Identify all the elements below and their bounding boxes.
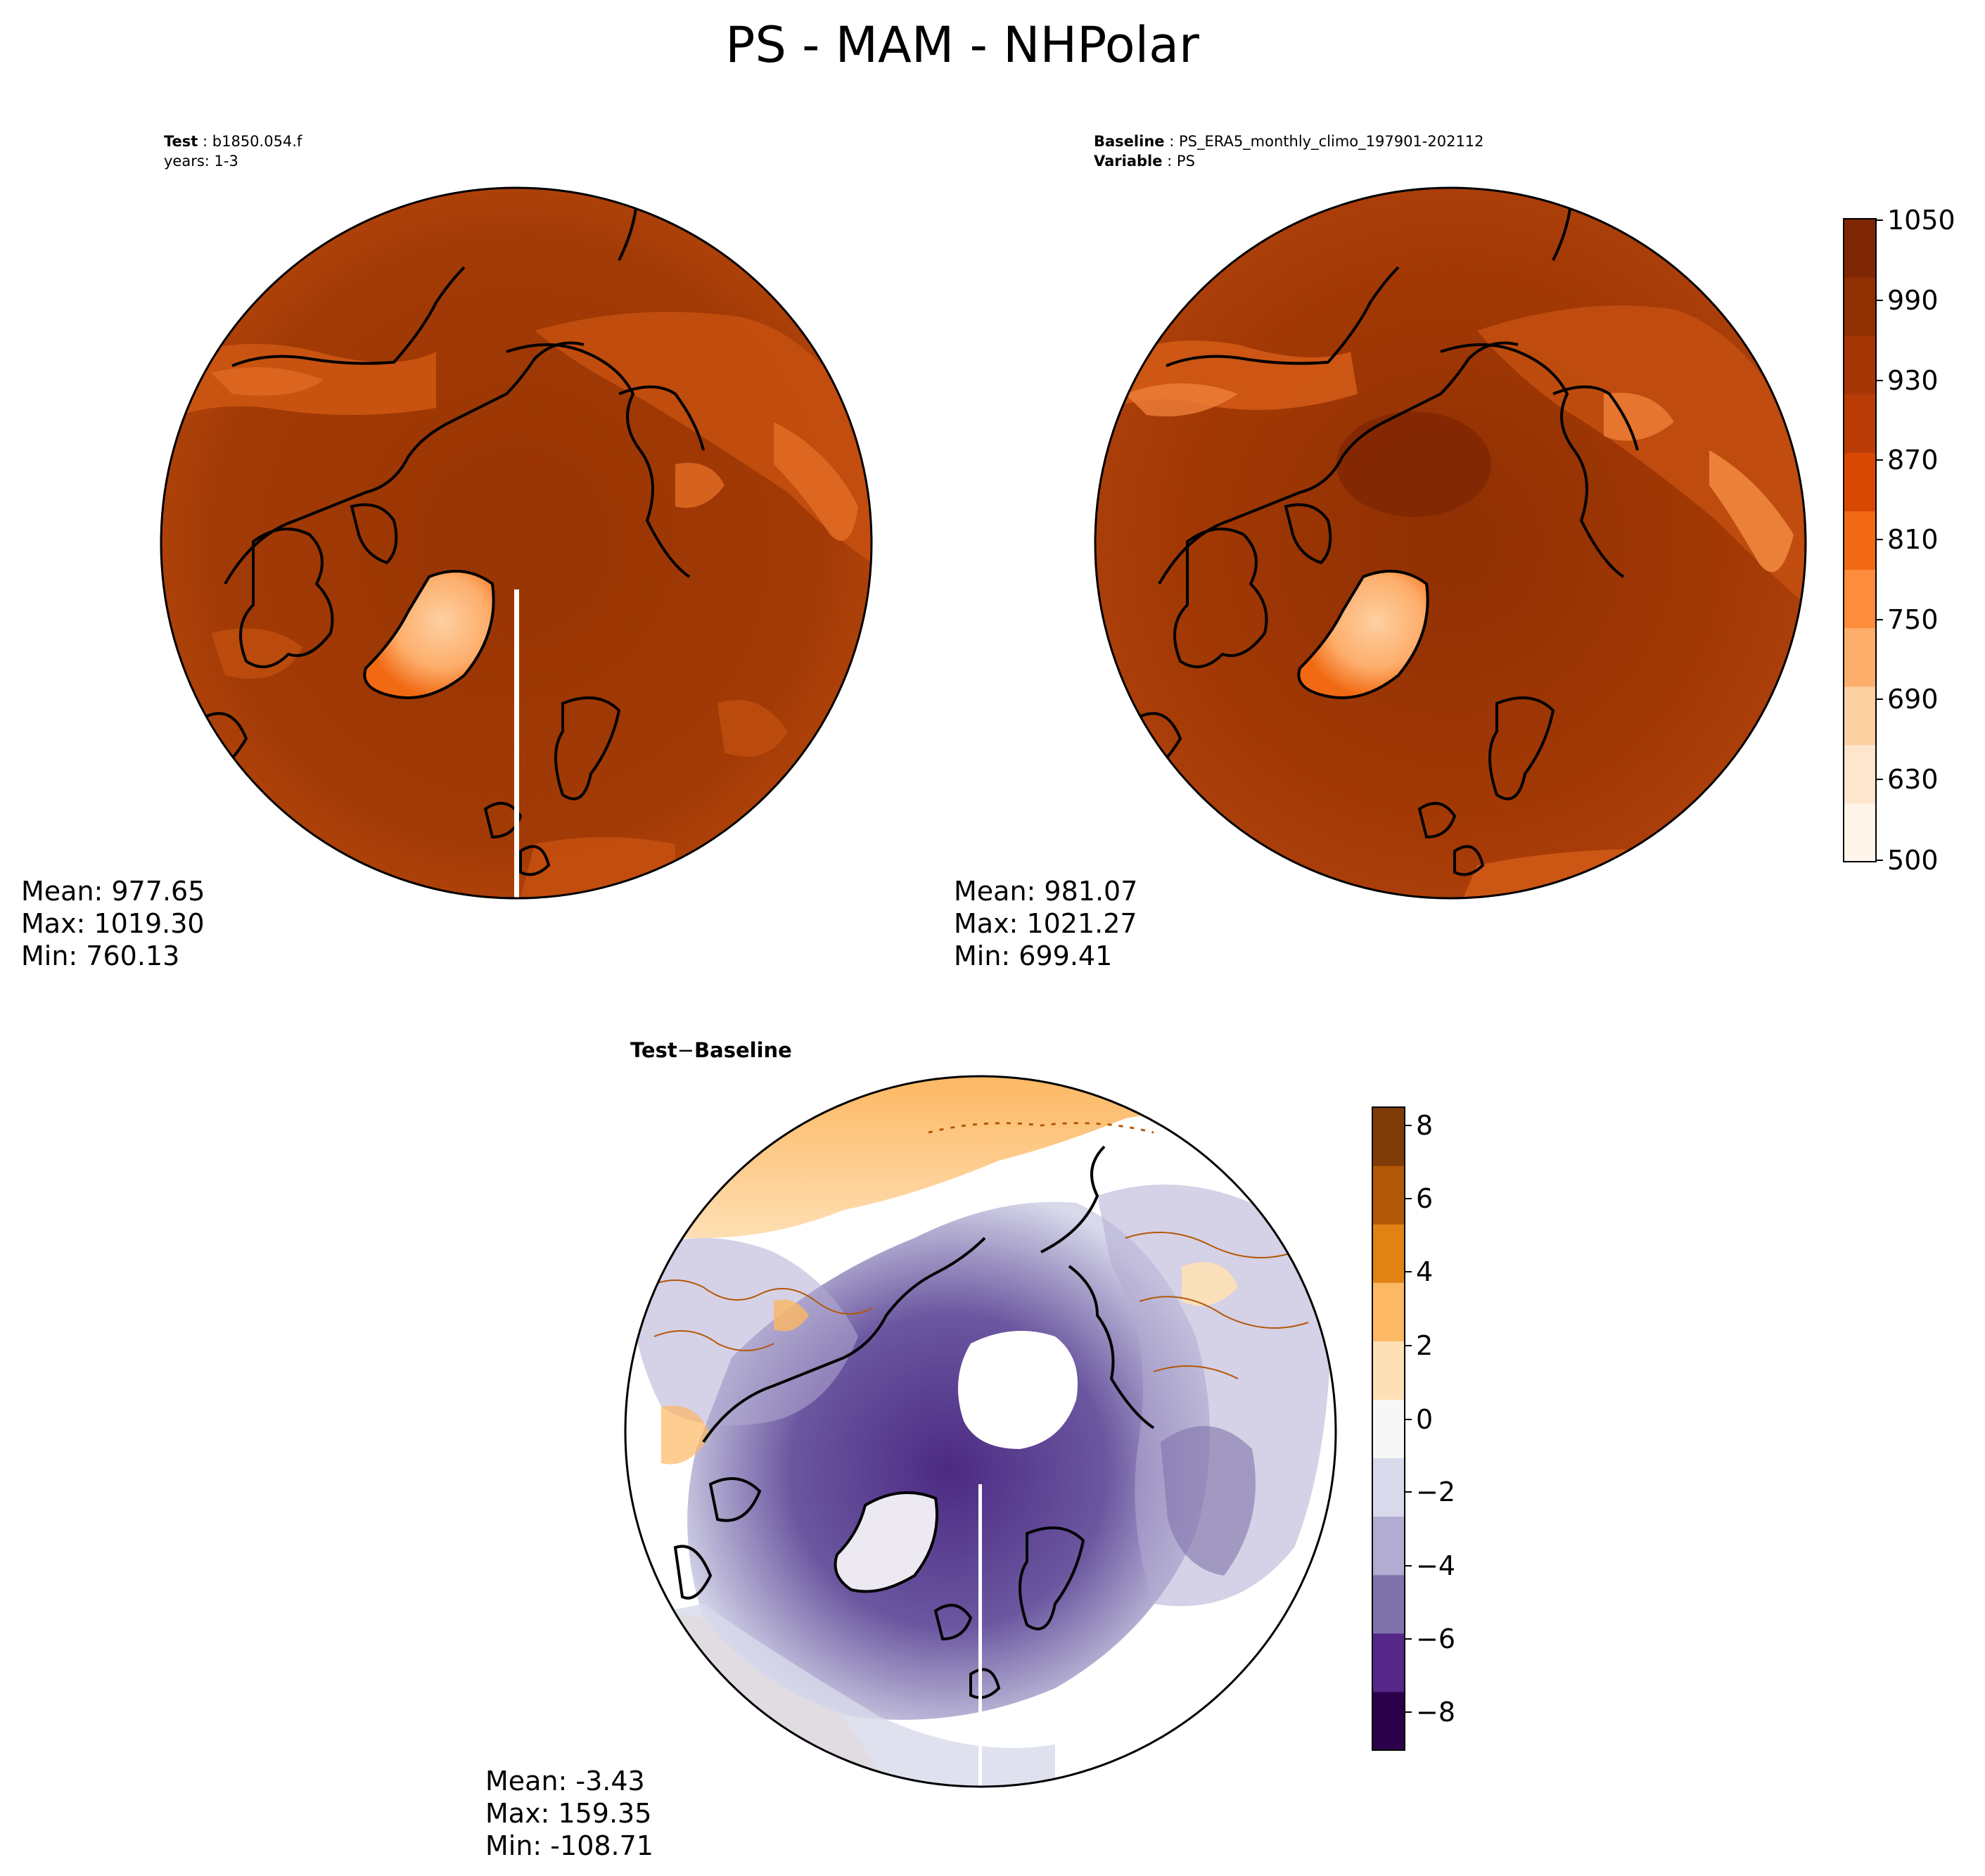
colorbar-tick-label: 0 — [1416, 1404, 1433, 1435]
colorbar-band — [1372, 1166, 1405, 1225]
colorbar-band — [1844, 336, 1876, 395]
colorbar-tick-label: 690 — [1887, 684, 1939, 715]
test-stat-min: Min: 760.13 — [21, 940, 179, 971]
test-stat-mean: Mean: 977.65 — [21, 876, 205, 907]
diff-header-op: − — [677, 1038, 694, 1062]
colorbar-tick-label: 4 — [1416, 1256, 1433, 1287]
colorbar-band — [1844, 277, 1876, 336]
colorbar-tick-label: 500 — [1887, 845, 1939, 876]
colorbar-band — [1372, 1341, 1405, 1400]
baseline-variable-value: PS — [1177, 153, 1195, 170]
figure-title: PS - MAM - NHPolar — [725, 16, 1199, 74]
colorbar-band — [1844, 744, 1876, 804]
baseline-header-sep: : — [1165, 133, 1179, 150]
colorbar-tick-label: −6 — [1416, 1623, 1455, 1654]
test-header-sep: : — [198, 133, 212, 150]
colorbar-tick-label: 930 — [1887, 365, 1939, 396]
test-header-years: years: 1-3 — [164, 153, 238, 170]
colorbar-band — [1844, 511, 1876, 570]
colorbar-band — [1844, 452, 1876, 511]
baseline-stat-min: Min: 699.41 — [954, 940, 1112, 971]
colorbar-band — [1372, 1107, 1405, 1166]
colorbar-tick-label: 990 — [1887, 285, 1939, 316]
baseline-header: Baseline : PS_ERA5_monthly_climo_197901-… — [1094, 133, 1484, 151]
colorbar-band — [1372, 1691, 1405, 1751]
colorbar-tick-label: −8 — [1416, 1697, 1455, 1728]
test-stat-max: Max: 1019.30 — [21, 908, 205, 939]
baseline-variable-sep: : — [1162, 153, 1176, 170]
baseline-header-variable: Variable : PS — [1094, 153, 1195, 170]
baseline-variable-key: Variable — [1094, 153, 1162, 170]
colorbar-band — [1844, 394, 1876, 453]
colorbar-band — [1844, 803, 1876, 862]
colorbar-main-ticks: 1050 990 930 870 810 750 690 630 500 — [1876, 205, 1955, 876]
colorbar-band — [1844, 219, 1876, 278]
colorbar-main: 1050 990 930 870 810 750 690 630 500 — [1843, 205, 1955, 876]
colorbar-tick-label: 750 — [1887, 604, 1939, 635]
colorbar-band — [1844, 569, 1876, 629]
diff-header-test: Test — [630, 1038, 677, 1062]
diff-header: Test−Baseline — [630, 1038, 792, 1062]
baseline-header-key: Baseline — [1094, 133, 1165, 150]
diff-stat-mean: Mean: -3.43 — [485, 1766, 645, 1797]
colorbar-diff: 8 6 4 2 0 −2 −4 −6 −8 — [1372, 1106, 1455, 1751]
test-header: Test : b1850.054.f — [164, 133, 302, 150]
colorbar-tick-label: 630 — [1887, 764, 1939, 795]
test-map — [160, 186, 873, 900]
colorbar-diff-bands — [1372, 1107, 1405, 1751]
baseline-stat-max: Max: 1021.27 — [954, 908, 1137, 939]
diff-map — [624, 1075, 1337, 1788]
colorbar-tick-label: −4 — [1416, 1550, 1455, 1581]
colorbar-band — [1372, 1516, 1405, 1576]
colorbar-band — [1372, 1399, 1405, 1459]
colorbar-band — [1372, 1574, 1405, 1634]
colorbar-band — [1372, 1224, 1405, 1283]
colorbar-main-bands — [1844, 219, 1876, 862]
colorbar-tick-label: 1050 — [1887, 205, 1955, 236]
diff-header-baseline: Baseline — [694, 1038, 792, 1062]
colorbar-band — [1844, 686, 1876, 746]
colorbar-band — [1372, 1633, 1405, 1692]
test-header-value: b1850.054.f — [212, 133, 302, 150]
colorbar-tick-label: 8 — [1416, 1110, 1433, 1141]
colorbar-band — [1372, 1282, 1405, 1341]
diff-stat-max: Max: 159.35 — [485, 1798, 651, 1829]
colorbar-band — [1372, 1457, 1405, 1517]
test-header-key: Test — [164, 133, 198, 150]
diff-stat-min: Min: -108.71 — [485, 1830, 653, 1861]
baseline-map — [1094, 186, 1807, 900]
colorbar-tick-label: 810 — [1887, 524, 1939, 555]
colorbar-tick-label: −2 — [1416, 1476, 1455, 1507]
colorbar-tick-label: 2 — [1416, 1330, 1433, 1361]
colorbar-diff-ticks: 8 6 4 2 0 −2 −4 −6 −8 — [1405, 1110, 1455, 1728]
colorbar-band — [1844, 627, 1876, 687]
baseline-header-value: PS_ERA5_monthly_climo_197901-202112 — [1179, 133, 1484, 151]
colorbar-tick-label: 870 — [1887, 445, 1939, 476]
colorbar-tick-label: 6 — [1416, 1183, 1433, 1214]
baseline-stat-mean: Mean: 981.07 — [954, 876, 1137, 907]
